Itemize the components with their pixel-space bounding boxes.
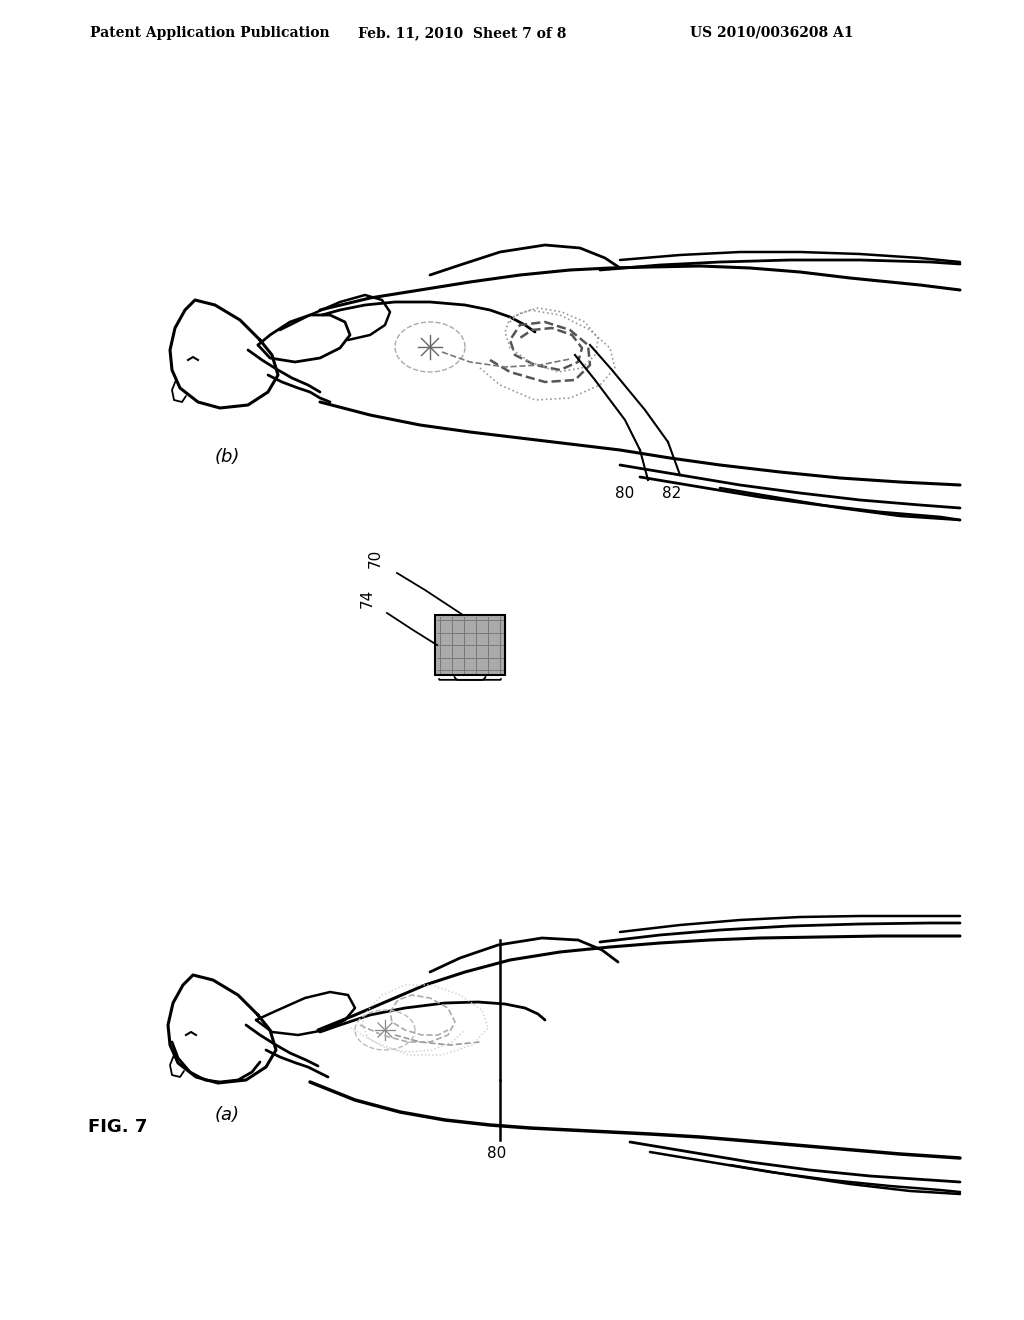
Text: 74: 74 (359, 589, 375, 609)
Bar (435, 615, 505, 675)
Text: Feb. 11, 2010  Sheet 7 of 8: Feb. 11, 2010 Sheet 7 of 8 (358, 26, 566, 40)
Text: 80: 80 (615, 486, 635, 502)
Text: (a): (a) (215, 1106, 240, 1125)
Text: Patent Application Publication: Patent Application Publication (90, 26, 330, 40)
Text: 80: 80 (487, 1146, 507, 1162)
Text: (b): (b) (215, 447, 241, 466)
Text: 70: 70 (368, 549, 383, 568)
Text: 82: 82 (663, 486, 682, 502)
Text: US 2010/0036208 A1: US 2010/0036208 A1 (690, 26, 853, 40)
Text: FIG. 7: FIG. 7 (88, 1118, 147, 1137)
